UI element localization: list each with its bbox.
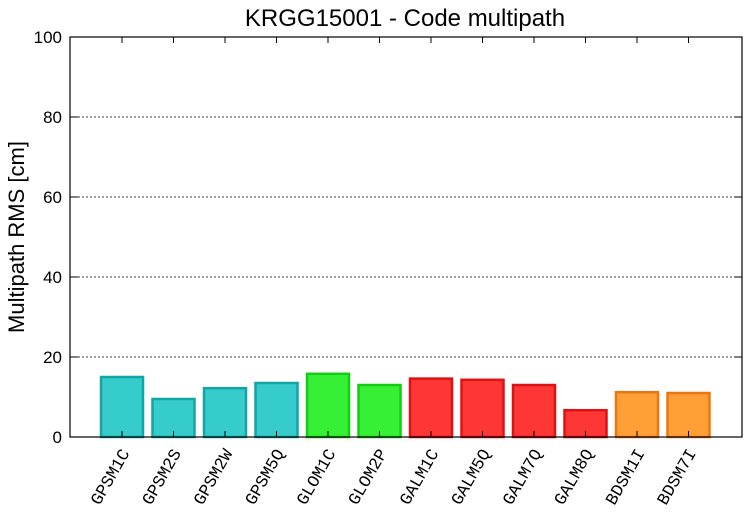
- y-tick-label: 20: [43, 348, 62, 367]
- x-tick-label: GLOM2P: [346, 447, 393, 510]
- y-tick-label: 60: [43, 188, 62, 207]
- gridlines: [70, 116, 742, 358]
- y-tick-labels: 0 20 40 60 80 100: [34, 28, 62, 447]
- bar-bdsm7i: [666, 391, 711, 439]
- bar-glom1c: [305, 372, 351, 439]
- y-tick-label: 40: [43, 268, 62, 287]
- bar-gpsm5q: [254, 381, 299, 439]
- y-axis-label: Multipath RMS [cm]: [4, 141, 29, 333]
- bar-galm1c: [408, 377, 454, 439]
- x-tick-labels: GPSM1C GPSM2S GPSM2W GPSM5Q GLOM1C GLOM2P GALM…: [88, 446, 702, 509]
- bar-gpsm2w: [202, 386, 248, 439]
- axis-ticks: [70, 36, 742, 438]
- x-tick-label: GALM7Q: [500, 447, 547, 510]
- bars: [99, 372, 711, 439]
- x-tick-label: GLOM1C: [294, 447, 341, 510]
- x-tick-label: GALM5Q: [449, 447, 496, 510]
- x-tick-label: GPSM2S: [140, 447, 187, 510]
- bar-gpsm1c: [99, 375, 145, 439]
- x-tick-label: GPSM2W: [191, 446, 238, 509]
- chart-title: KRGG15001 - Code multipath: [245, 5, 565, 32]
- bar-galm7q: [511, 383, 557, 439]
- bar-galm5q: [460, 378, 505, 439]
- y-tick-label: 100: [34, 28, 62, 47]
- x-tick-label: BDSM7I: [655, 447, 702, 510]
- bar-bdsm1i: [614, 390, 660, 439]
- x-tick-label: BDSM1I: [603, 447, 650, 510]
- plot-frame: [69, 36, 743, 438]
- bar-gpsm2s: [151, 397, 196, 439]
- x-tick-label: GPSM5Q: [243, 447, 290, 510]
- x-tick-label: GALM8Q: [552, 447, 599, 510]
- bar-glom2p: [357, 383, 402, 439]
- x-tick-label: GPSM1C: [88, 447, 135, 510]
- y-tick-label: 0: [53, 428, 62, 447]
- y-tick-label: 80: [43, 108, 62, 127]
- x-tick-label: GALM1C: [397, 447, 444, 510]
